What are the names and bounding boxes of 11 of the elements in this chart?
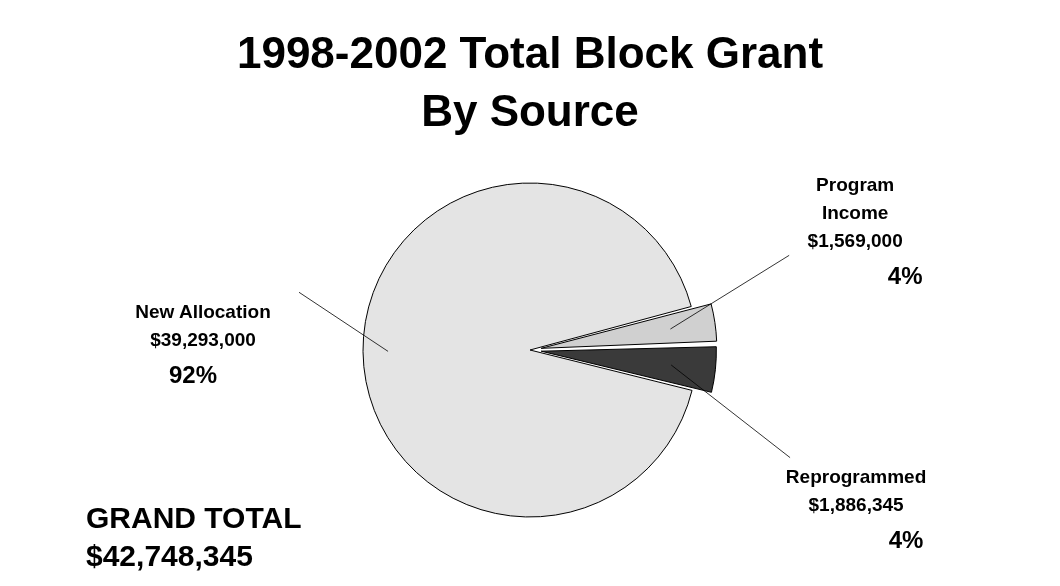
text: 4% [887,261,923,289]
text: 92% [168,360,218,388]
text: 4% [888,526,924,554]
data-label: $1,886,345 [808,493,905,515]
data-label: $1,569,000 [807,229,903,251]
data-label: $39,293,000 [150,328,256,350]
chart-title: 1998-2002 Total Block Grant By Source [235,27,825,137]
text: GRAND TOTAL $42,748,345 [86,501,302,573]
slice-label: Reprogrammed [785,465,927,487]
slice-label: Program Income [816,173,895,223]
slice-label: New Allocation [135,300,271,322]
